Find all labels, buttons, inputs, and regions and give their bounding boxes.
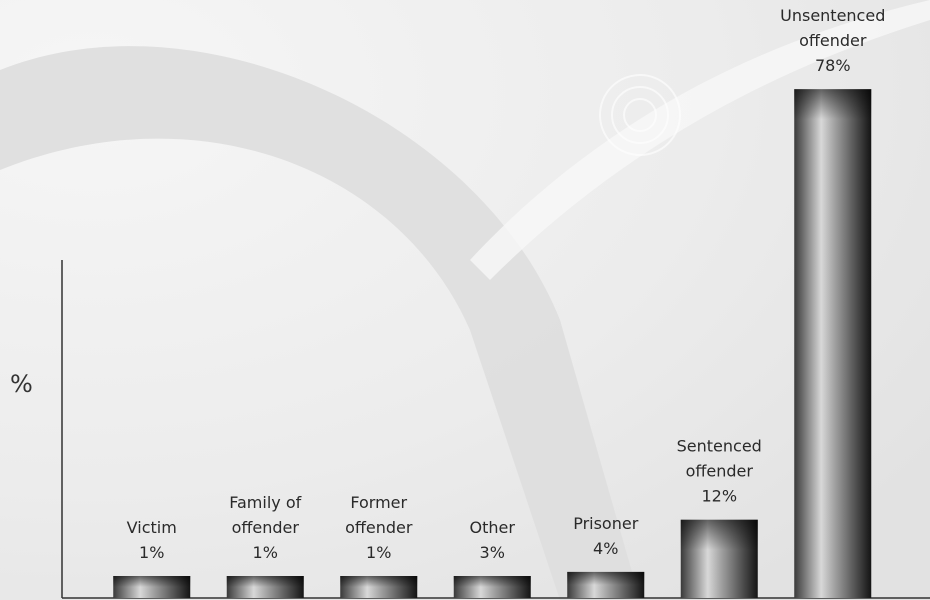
bar-shade-3 <box>453 576 531 598</box>
category-label-3-0: Other <box>470 518 516 537</box>
y-axis-label: % <box>10 370 33 398</box>
bar-shade-4 <box>567 571 645 598</box>
category-label-2-1: offender <box>345 518 413 537</box>
value-label-3: 3% <box>480 543 505 562</box>
category-label-1-1: offender <box>232 518 300 537</box>
category-label-0-0: Victim <box>127 518 177 537</box>
value-label-0: 1% <box>139 543 164 562</box>
category-label-6-0: Unsentenced <box>780 6 885 25</box>
value-label-1: 1% <box>253 543 278 562</box>
bar-shade-0 <box>113 576 191 598</box>
bar-shade-5 <box>680 519 758 580</box>
bar-shade-6 <box>794 89 872 150</box>
value-label-5: 12% <box>701 487 737 506</box>
category-label-4-0: Prisoner <box>573 514 639 533</box>
value-label-4: 4% <box>593 539 618 558</box>
category-label-5-0: Sentenced <box>677 437 762 456</box>
value-label-2: 1% <box>366 543 391 562</box>
bar-shade-1 <box>226 576 304 598</box>
category-label-5-1: offender <box>686 462 754 481</box>
bar-shade-2 <box>340 576 418 598</box>
category-label-2-0: Former <box>350 493 407 512</box>
category-label-6-1: offender <box>799 31 867 50</box>
bars-group <box>113 89 872 598</box>
value-label-6: 78% <box>815 56 851 75</box>
labels-group: 1% Victim 1% Family of offender 1% Former offen… <box>127 6 886 562</box>
category-label-1-0: Family of <box>229 493 301 512</box>
bar-6 <box>794 89 872 598</box>
